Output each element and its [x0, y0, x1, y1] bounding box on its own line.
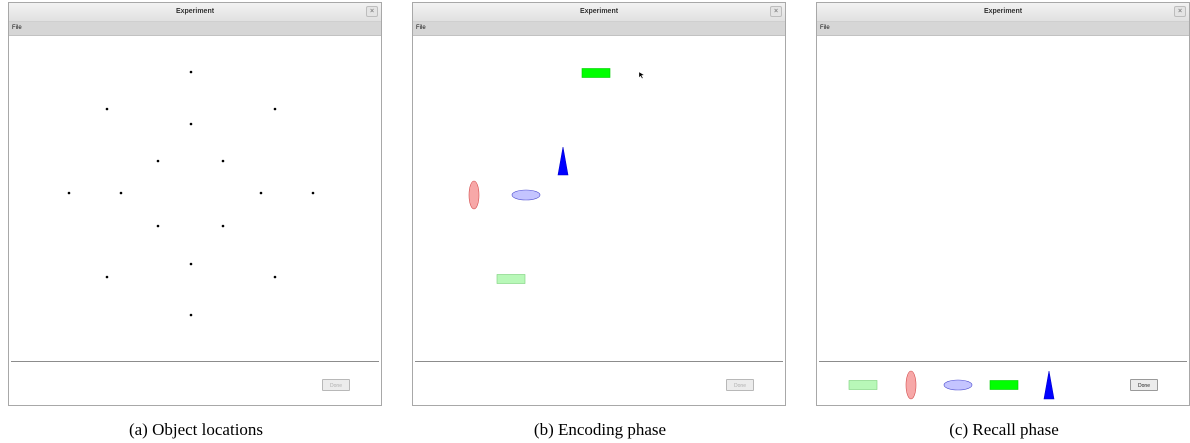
location-dot — [273, 107, 277, 111]
location-dot — [273, 275, 277, 279]
tray-lavender-ellipse[interactable] — [943, 379, 973, 391]
experiment-window: Experiment × File Done — [816, 2, 1190, 406]
location-dot — [221, 159, 225, 163]
separator-line — [819, 361, 1187, 362]
close-icon[interactable]: × — [1174, 6, 1186, 17]
blue-triangle[interactable] — [557, 146, 569, 176]
tray-green-rectangle[interactable] — [989, 380, 1019, 390]
panel-recall-phase: Experiment × File Done (c) Recall phase — [816, 0, 1190, 443]
location-dot — [119, 191, 123, 195]
locations-svg — [67, 70, 315, 317]
caption: (c) Recall phase — [949, 420, 1059, 439]
experiment-window: Experiment × File Done — [412, 2, 786, 406]
tray-light-green-rectangle[interactable] — [848, 380, 878, 390]
lavender-ellipse[interactable] — [511, 189, 541, 201]
window-title: Experiment — [983, 8, 1023, 15]
location-dot — [189, 262, 193, 266]
location-dot — [156, 224, 160, 228]
menu-file[interactable]: File — [416, 25, 426, 31]
location-dot — [221, 224, 225, 228]
menu-file[interactable]: File — [12, 25, 22, 31]
object-tray — [817, 363, 1189, 407]
green-rectangle[interactable] — [581, 68, 611, 78]
location-dot — [189, 70, 193, 74]
panel-object-locations: Experiment × File Done (a) Object locati… — [8, 0, 384, 443]
experiment-window: Experiment × File Done — [8, 2, 382, 406]
menu-file[interactable]: File — [820, 25, 830, 31]
caption: (a) Object locations — [128, 420, 264, 439]
mouse-cursor-icon — [638, 71, 645, 79]
done-button[interactable]: Done — [726, 379, 754, 391]
location-dot — [105, 275, 109, 279]
window-title: Experiment — [579, 8, 619, 15]
location-dot — [189, 122, 193, 126]
stimulus-canvas[interactable] — [817, 36, 1189, 376]
window-titlebar: Experiment × — [9, 3, 381, 22]
separator-line — [11, 361, 379, 362]
window-titlebar: Experiment × — [817, 3, 1189, 22]
window-title: Experiment — [175, 8, 215, 15]
location-dot — [259, 191, 263, 195]
stimulus-canvas[interactable] — [9, 36, 381, 376]
location-dot — [311, 191, 315, 195]
close-icon[interactable]: × — [770, 6, 782, 17]
menubar: File — [9, 22, 381, 36]
location-dot — [105, 107, 109, 111]
close-icon[interactable]: × — [366, 6, 378, 17]
done-button[interactable]: Done — [322, 379, 350, 391]
tray-blue-triangle[interactable] — [1043, 370, 1055, 400]
panel-encoding-phase: Experiment × File Done (b) Encoding phas… — [412, 0, 788, 443]
caption: (b) Encoding phase — [533, 420, 667, 439]
window-titlebar: Experiment × — [413, 3, 785, 22]
menubar: File — [817, 22, 1189, 36]
objects-svg — [468, 68, 645, 284]
light-green-rectangle[interactable] — [496, 274, 526, 284]
location-dot — [156, 159, 160, 163]
pink-ellipse[interactable] — [468, 180, 480, 210]
menubar: File — [413, 22, 785, 36]
done-button[interactable]: Done — [1130, 379, 1158, 391]
stimulus-canvas[interactable] — [413, 36, 785, 376]
separator-line — [415, 361, 783, 362]
location-dot — [189, 313, 193, 317]
location-dot — [67, 191, 71, 195]
tray-pink-ellipse[interactable] — [905, 370, 917, 400]
tray-svg — [848, 370, 1055, 400]
